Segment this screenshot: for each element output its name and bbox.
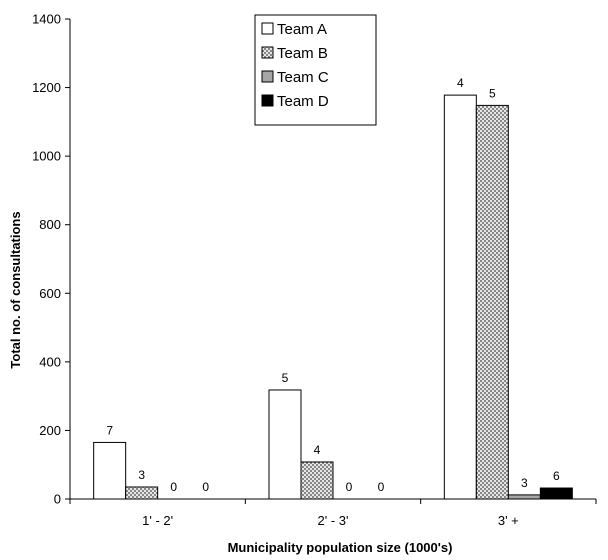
y-axis-title: Total no. of consultations <box>8 211 23 368</box>
data-label: 6 <box>553 469 560 483</box>
y-tick-label: 800 <box>39 217 61 232</box>
x-tick-label: 2' - 3' <box>318 513 349 528</box>
bar-team-a <box>268 389 302 500</box>
data-label: 3 <box>521 476 528 490</box>
bar-team-b <box>475 104 509 500</box>
y-tick-label: 400 <box>39 354 61 369</box>
data-label: 5 <box>489 86 496 100</box>
legend-box <box>254 14 377 126</box>
data-label: 4 <box>457 76 464 90</box>
x-axis-title: Municipality population size (1000's) <box>228 540 453 555</box>
y-tick-label: 1000 <box>32 149 61 164</box>
legend-swatch <box>261 94 274 107</box>
y-tick-label: 1200 <box>32 80 61 95</box>
y-tick-label: 200 <box>39 423 61 438</box>
bars <box>93 94 573 500</box>
legend-label: Team C <box>277 69 329 86</box>
data-label: 0 <box>346 480 353 494</box>
bar-team-b <box>125 486 159 500</box>
legend-label: Team A <box>277 21 327 38</box>
legend-swatch <box>261 46 274 59</box>
legend-swatch <box>261 22 274 35</box>
data-label: 0 <box>378 480 385 494</box>
bar-team-b <box>300 461 334 500</box>
y-tick-label: 1400 <box>32 12 61 27</box>
legend-swatch <box>261 70 274 83</box>
data-label: 7 <box>106 423 113 437</box>
bar-team-d <box>539 487 573 500</box>
data-label: 0 <box>170 480 177 494</box>
y-tick-label: 0 <box>54 492 61 507</box>
data-label: 0 <box>202 480 209 494</box>
y-axis-ticks: 0 200 400 600 800 1000 1200 1400 <box>32 12 70 507</box>
y-tick-label: 600 <box>39 286 61 301</box>
data-label: 3 <box>138 468 145 482</box>
data-label: 4 <box>314 443 321 457</box>
data-labels: 7 5 4 3 4 5 0 0 3 0 0 6 <box>106 76 560 494</box>
legend: Team A Team B Team C Team D <box>254 14 377 126</box>
bar-team-c <box>507 494 541 500</box>
bar-team-a <box>443 94 477 500</box>
data-label: 5 <box>282 371 289 385</box>
legend-label: Team B <box>277 45 328 62</box>
x-tick-label: 1' - 2' <box>142 513 173 528</box>
legend-label: Team D <box>277 93 329 110</box>
x-axis-ticks: 1' - 2' 2' - 3' 3' + <box>69 499 597 528</box>
x-tick-label: 3' + <box>498 513 519 528</box>
bar-team-a <box>93 441 127 500</box>
